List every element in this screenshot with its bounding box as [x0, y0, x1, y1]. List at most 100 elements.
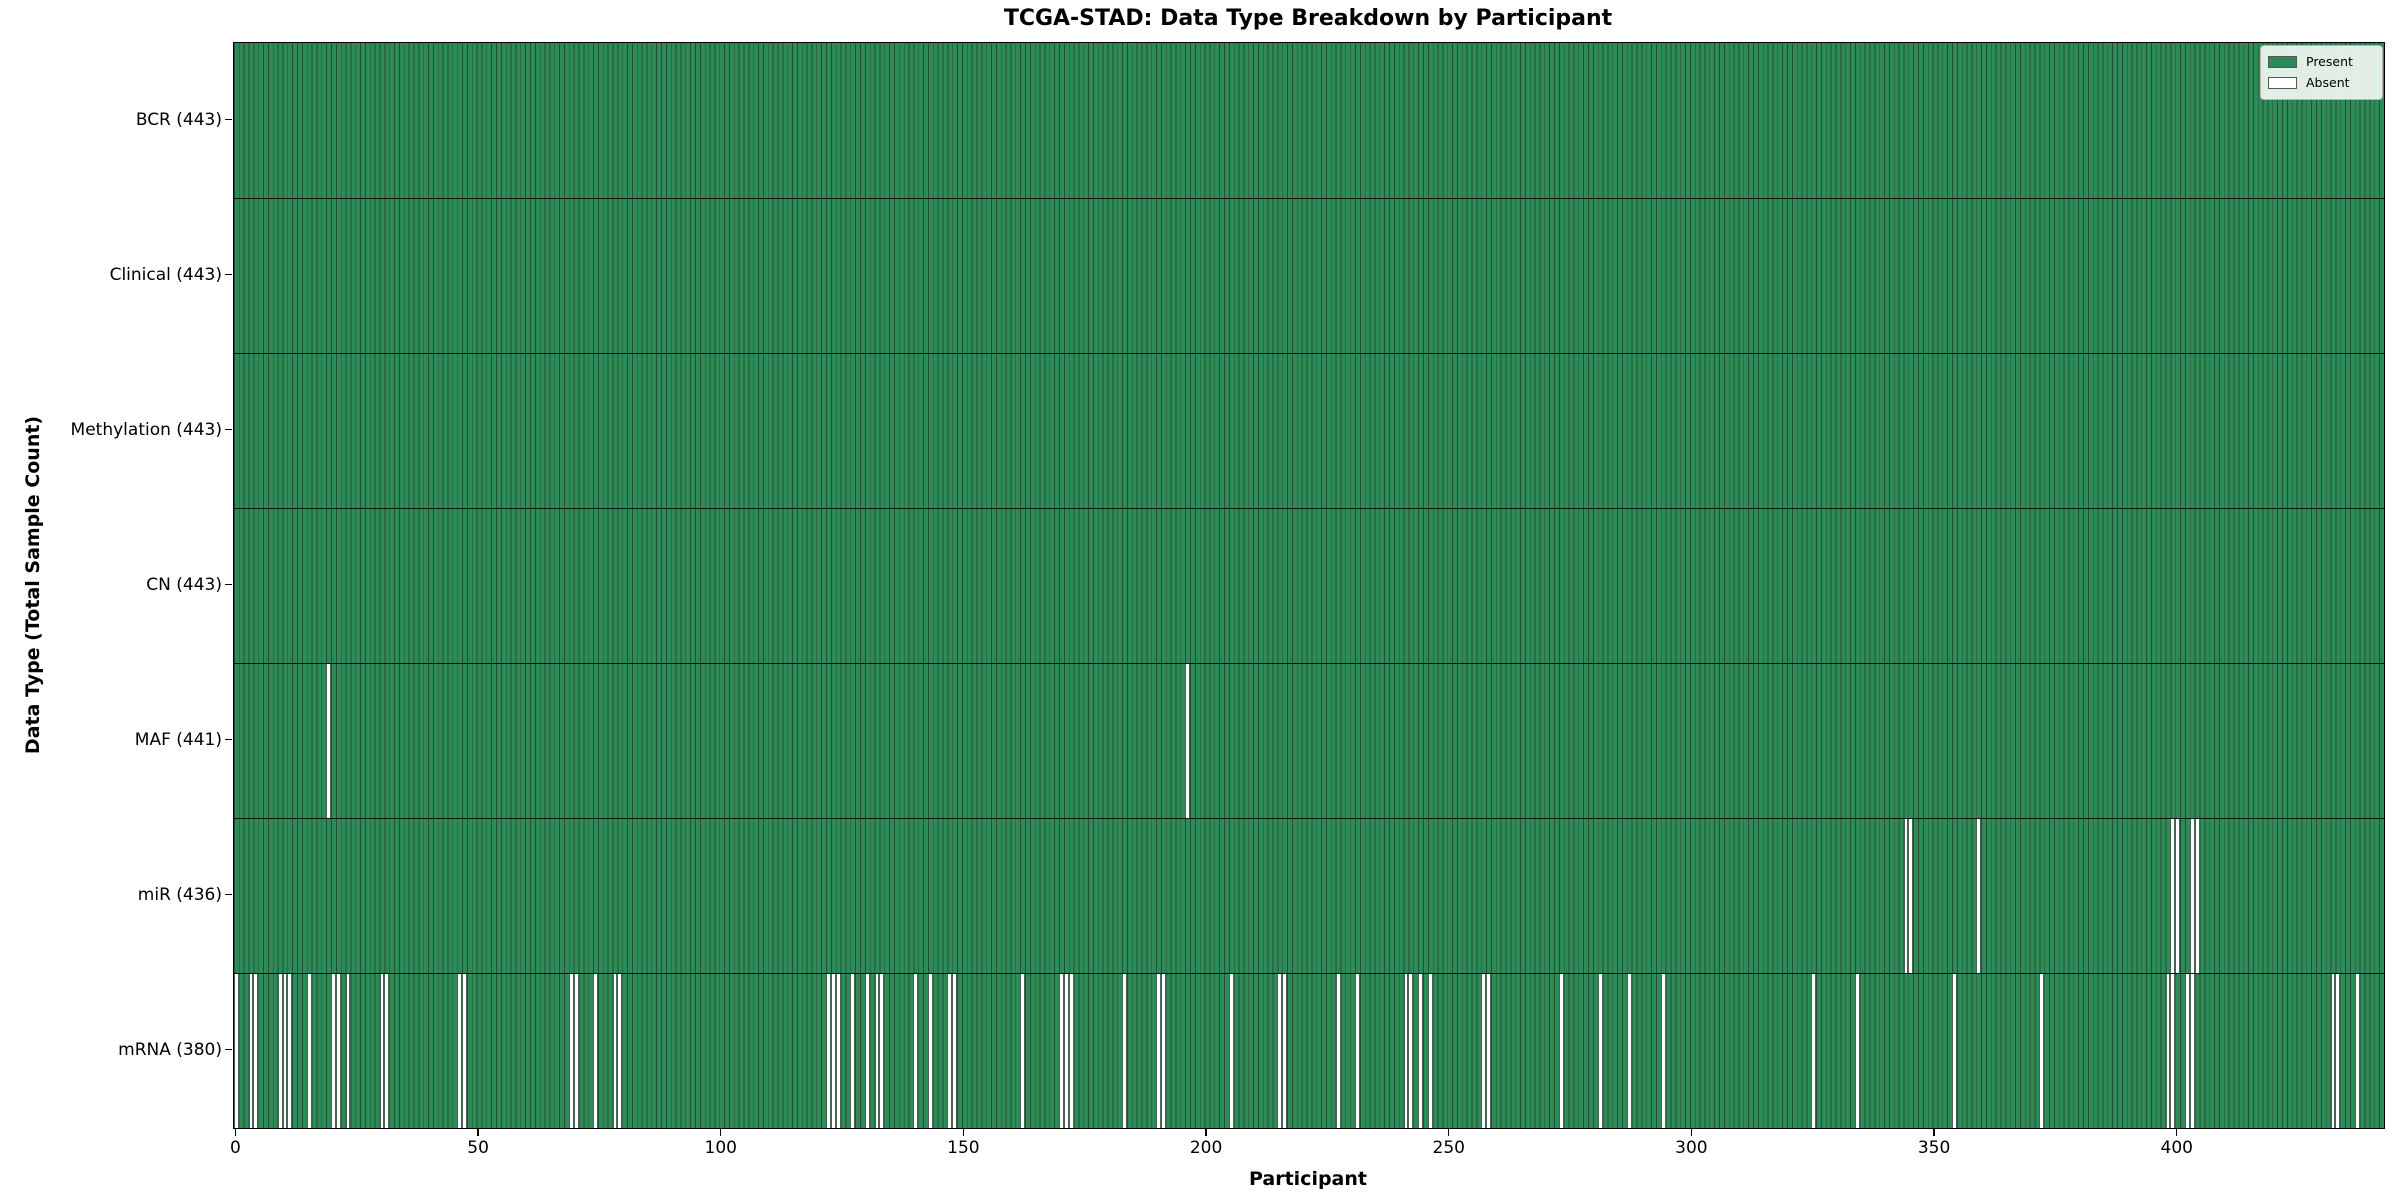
y-tick-mark	[225, 583, 232, 586]
absent-bar	[1811, 974, 1817, 1128]
x-tick-label-400: 400	[2160, 1138, 2193, 1158]
absent-bar	[331, 974, 336, 1128]
absent-bar	[1059, 974, 1064, 1128]
absent-bar	[1403, 974, 1409, 1128]
x-tick-mark	[234, 1128, 237, 1136]
absent-bar	[1660, 974, 1666, 1128]
absent-bar	[1355, 974, 1360, 1128]
data-row-clinical	[234, 198, 2384, 353]
absent-bar	[2165, 974, 2171, 1128]
absent-bar	[2170, 974, 2176, 1128]
absent-bar	[287, 974, 293, 1128]
y-tick-label-methylation: Methylation (443)	[70, 419, 222, 440]
absent-bar	[1418, 974, 1424, 1128]
absent-bar	[2185, 974, 2190, 1128]
absent-bar	[874, 974, 880, 1128]
x-axis-title: Participant	[1248, 1168, 1367, 1190]
y-tick-mark	[225, 118, 232, 121]
absent-bar	[2175, 819, 2181, 973]
absent-bar	[879, 974, 885, 1128]
absent-bar	[1486, 974, 1491, 1128]
data-row-methylation	[234, 353, 2384, 508]
absent-bar	[2335, 974, 2341, 1128]
absent-bar	[1063, 974, 1069, 1128]
data-row-mrna	[234, 973, 2384, 1128]
absent-bar	[1277, 974, 1283, 1128]
y-tick-mark	[225, 1048, 232, 1051]
absent-bar	[1122, 974, 1127, 1128]
legend-label-present: Present	[2306, 54, 2353, 69]
x-tick-mark	[1205, 1128, 1207, 1136]
plot-area	[233, 42, 2385, 1129]
data-row-mir	[234, 818, 2384, 973]
absent-bar	[234, 974, 239, 1128]
x-tick-label-350: 350	[1917, 1138, 1951, 1158]
absent-bar	[2189, 819, 2195, 973]
x-tick-label-0: 0	[230, 1138, 241, 1158]
absent-bar	[952, 974, 958, 1128]
absent-bar	[830, 974, 836, 1128]
legend-entry-absent: Absent	[2268, 72, 2374, 93]
absent-bar	[253, 974, 259, 1128]
x-tick-label-250: 250	[1432, 1138, 1465, 1158]
absent-bar	[1335, 974, 1341, 1128]
absent-bar	[850, 974, 856, 1128]
x-tick-mark	[720, 1128, 722, 1136]
absent-bar	[326, 664, 332, 818]
absent-bar	[826, 974, 831, 1128]
x-tick-mark	[2176, 1128, 2178, 1136]
absent-bar	[2330, 974, 2336, 1128]
absent-bar	[1156, 974, 1161, 1128]
y-tick-mark	[225, 893, 232, 896]
absent-bar	[2189, 974, 2195, 1128]
absent-bar	[1952, 974, 1957, 1128]
absent-bar	[617, 974, 623, 1128]
y-tick-label-clinical: Clinical (443)	[109, 264, 222, 285]
x-tick-label-300: 300	[1675, 1138, 1708, 1158]
absent-bar	[2170, 819, 2176, 973]
absent-bar	[1903, 819, 1909, 973]
absent-bar	[1020, 974, 1026, 1128]
x-tick-mark	[1448, 1128, 1450, 1136]
data-row-bcr	[234, 43, 2384, 198]
absent-bar	[1854, 974, 1860, 1128]
absent-bar	[573, 974, 579, 1128]
absent-bar	[947, 974, 953, 1128]
x-tick-mark	[477, 1128, 479, 1136]
absent-bar	[1626, 974, 1632, 1128]
x-tick-label-50: 50	[467, 1138, 489, 1158]
data-row-maf	[234, 663, 2384, 818]
absent-bar	[248, 974, 254, 1128]
absent-bar	[1597, 974, 1603, 1128]
x-tick-mark	[962, 1128, 965, 1136]
legend-entry-present: Present	[2268, 51, 2374, 72]
absent-bar	[2039, 974, 2045, 1128]
absent-bar	[1068, 974, 1074, 1128]
y-tick-label-maf: MAF (441)	[134, 729, 222, 750]
y-tick-label-mrna: mRNA (380)	[118, 1039, 222, 1060]
absent-bar	[568, 974, 574, 1128]
x-tick-label-100: 100	[704, 1138, 737, 1158]
chart-title: TCGA-STAD: Data Type Breakdown by Partic…	[1003, 6, 1613, 31]
absent-bar	[345, 974, 351, 1128]
absent-bar	[1481, 974, 1487, 1128]
x-tick-label-200: 200	[1189, 1138, 1223, 1158]
y-tick-mark	[225, 738, 232, 741]
absent-bar	[1185, 664, 1191, 818]
absent-bar	[1160, 974, 1166, 1128]
absent-bar	[379, 974, 385, 1128]
x-tick-mark	[1690, 1128, 1693, 1136]
legend-label-absent: Absent	[2306, 75, 2350, 90]
absent-bar	[1282, 974, 1288, 1128]
absent-bar	[612, 974, 618, 1128]
absent-bar	[457, 974, 463, 1128]
x-tick-mark	[1933, 1128, 1935, 1136]
absent-bar	[928, 974, 933, 1128]
absent-bar	[1427, 974, 1433, 1128]
absent-bar	[306, 974, 312, 1128]
absent-bar	[864, 974, 870, 1128]
absent-bar	[335, 974, 341, 1128]
present-swatch-icon	[2268, 55, 2297, 68]
x-tick-label-150: 150	[947, 1138, 980, 1158]
